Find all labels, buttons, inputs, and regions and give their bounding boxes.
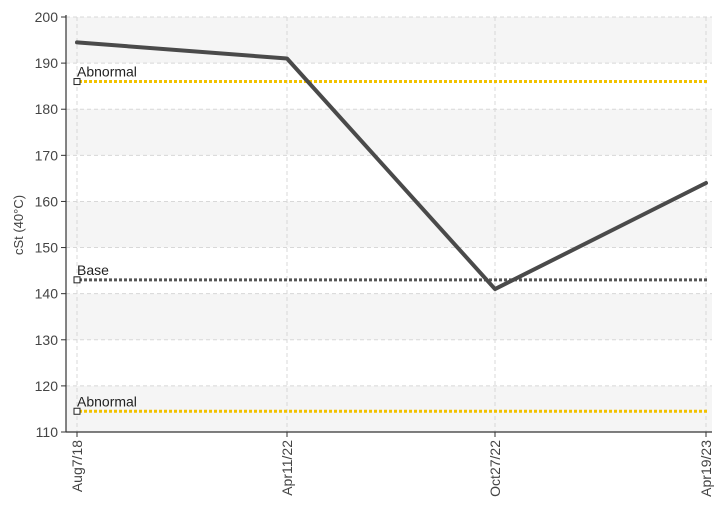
reference-marker <box>73 407 81 415</box>
grid-band <box>66 201 712 248</box>
axes <box>61 15 712 437</box>
y-axis-label: cSt (40°C) <box>11 195 26 255</box>
background-bands <box>66 17 712 432</box>
y-tick-label: 190 <box>35 55 59 71</box>
reference-lines: Abnormal Base Abnormal <box>73 64 707 415</box>
data-point <box>704 181 708 185</box>
series-layer <box>75 40 708 292</box>
y-tick-label: 130 <box>35 332 59 348</box>
y-tick-label: 180 <box>35 101 59 117</box>
data-point <box>493 287 497 291</box>
grid-band <box>66 385 712 432</box>
reference-label: Abnormal <box>77 393 137 409</box>
data-point <box>285 57 289 60</box>
y-tick-label: 150 <box>35 240 59 256</box>
y-tick-label: 160 <box>35 193 59 209</box>
x-tick-label: Apr11/22 <box>279 440 295 496</box>
y-tick-label: 110 <box>36 424 59 440</box>
y-tick-label: 120 <box>35 378 59 394</box>
y-tick-label: 140 <box>35 286 59 302</box>
grid-band <box>66 17 712 64</box>
series-line <box>75 40 708 292</box>
x-tick-label: Aug7/18 <box>69 440 85 492</box>
x-tick-label: Apr19/23 <box>698 440 714 497</box>
reference-marker <box>73 78 81 86</box>
data-point <box>75 40 79 44</box>
y-tick-label: 200 <box>35 9 59 25</box>
grid-lines <box>66 16 712 433</box>
grid-band <box>66 109 712 156</box>
reference-marker <box>73 276 81 284</box>
reference-label: Abnormal <box>77 64 137 80</box>
x-tick-label: Oct27/22 <box>487 440 503 497</box>
y-tick-label: 170 <box>35 147 59 163</box>
tick-labels: 110 120 130 140 150 160 170 180 190 200 Aug7/18 Apr… <box>35 9 714 497</box>
reference-label: Base <box>77 262 109 278</box>
grid-band <box>66 293 712 340</box>
